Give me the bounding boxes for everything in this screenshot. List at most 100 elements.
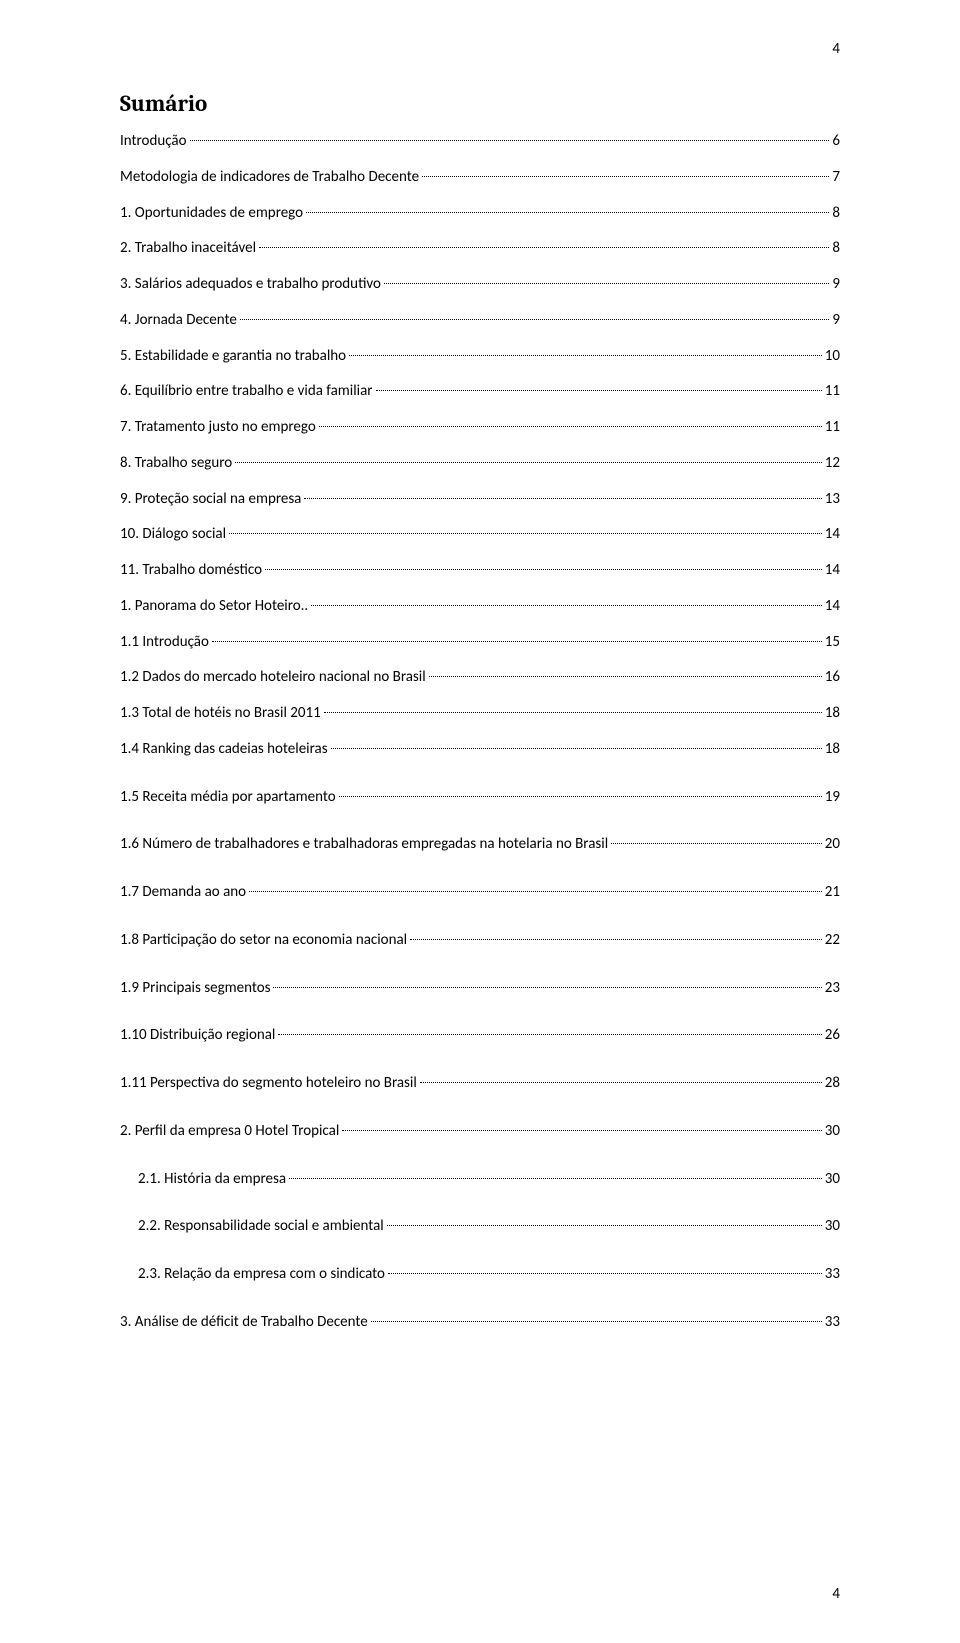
toc-entry-label: 1. Oportunidades de emprego [120,203,303,225]
toc-entry-page: 33 [825,1312,840,1334]
toc-entry-page: 21 [825,882,840,904]
toc-entry-label: 2.2. Responsabilidade social e ambiental [138,1216,384,1238]
toc-entry-label: 9. Proteção social na empresa [120,489,301,511]
toc-leader-dots [273,987,821,988]
toc-entry-page: 8 [832,203,840,225]
toc-title: Sumário [120,90,840,117]
toc-entry: 2.3. Relação da empresa com o sindicato … [120,1264,840,1286]
toc-entry-page: 10 [825,346,840,368]
toc-leader-dots [349,355,822,356]
toc-leader-dots [304,498,821,499]
toc-entry-page: 11 [825,381,840,403]
toc-entry: 7. Tratamento justo no emprego 11 [120,417,840,439]
toc-entry-page: 18 [825,703,840,725]
toc-entry-label: 1.3 Total de hotéis no Brasil 2011 [120,703,321,725]
toc-entry: 1.8 Participação do setor na economia na… [120,930,840,952]
toc-entry-label: Introdução [120,131,187,153]
toc-entry-label: 1.8 Participação do setor na economia na… [120,930,407,952]
toc-entry-page: 12 [825,453,840,475]
toc-entry-page: 14 [825,596,840,618]
toc-entry: 1.5 Receita média por apartamento 19 [120,787,840,809]
toc-leader-dots [384,283,829,284]
toc-entry-label: 2. Perfil da empresa 0 Hotel Tropical [120,1121,339,1143]
toc-entry-page: 19 [825,787,840,809]
toc-entry-page: 9 [832,310,840,332]
toc-leader-dots [410,939,822,940]
toc-leader-dots [229,533,822,534]
toc-entry-page: 30 [825,1121,840,1143]
toc-entry: 1. Panorama do Setor Hoteiro.. 14 [120,596,840,618]
page-number-top: 4 [832,40,840,58]
toc-entry-label: 8. Trabalho seguro [120,453,232,475]
toc-entry-label: 3. Salários adequados e trabalho produti… [120,274,381,296]
toc-leader-dots [331,748,822,749]
toc-entry-page: 18 [825,739,840,761]
toc-leader-dots [289,1178,822,1179]
toc-entry: 1.7 Demanda ao ano 21 [120,882,840,904]
toc-entry: 5. Estabilidade e garantia no trabalho 1… [120,346,840,368]
toc-leader-dots [420,1082,822,1083]
toc-entry-page: 14 [825,524,840,546]
toc-entry-page: 22 [825,930,840,952]
toc-entry-label: 1.11 Perspectiva do segmento hoteleiro n… [120,1073,417,1095]
toc-entry-page: 11 [825,417,840,439]
toc-entry-label: 1.1 Introdução [120,632,209,654]
toc-entry-page: 26 [825,1025,840,1047]
toc-leader-dots [422,176,829,177]
toc-entry: 1.10 Distribuição regional 26 [120,1025,840,1047]
toc-leader-dots [235,462,822,463]
toc-entry: 2.1. História da empresa 30 [120,1169,840,1191]
toc-entry-label: 2.3. Relação da empresa com o sindicato [138,1264,385,1286]
toc-entry: 1.6 Número de trabalhadores e trabalhado… [120,834,840,856]
toc-entry: 1. Oportunidades de emprego 8 [120,203,840,225]
toc-entry-label: 1.10 Distribuição regional [120,1025,275,1047]
toc-leader-dots [611,843,822,844]
toc-entry-page: 28 [825,1073,840,1095]
toc-entry-page: 6 [832,131,840,153]
toc-entry-page: 9 [832,274,840,296]
toc-entry: 8. Trabalho seguro 12 [120,453,840,475]
toc-entry-label: Metodologia de indicadores de Trabalho D… [120,167,419,189]
toc-entry-page: 30 [825,1169,840,1191]
toc-entry: 2. Perfil da empresa 0 Hotel Tropical 30 [120,1121,840,1143]
toc-entry-label: 1. Panorama do Setor Hoteiro.. [120,596,308,618]
toc-entry: 1.1 Introdução 15 [120,632,840,654]
toc-leader-dots [339,796,822,797]
toc-leader-dots [249,891,822,892]
toc-entry: 1.2 Dados do mercado hoteleiro nacional … [120,667,840,689]
toc-container: Introdução 6 Metodologia de indicadores d… [120,131,840,1334]
toc-leader-dots [371,1321,822,1322]
page-number-bottom: 4 [832,1585,840,1603]
toc-entry-page: 15 [825,632,840,654]
toc-entry: 2.2. Responsabilidade social e ambiental… [120,1216,840,1238]
toc-entry-label: 7. Tratamento justo no emprego [120,417,316,439]
toc-entry-label: 1.6 Número de trabalhadores e trabalhado… [120,834,608,856]
toc-entry: 3. Salários adequados e trabalho produti… [120,274,840,296]
toc-leader-dots [190,140,830,141]
toc-entry: 1.11 Perspectiva do segmento hoteleiro n… [120,1073,840,1095]
toc-entry-label: 1.4 Ranking das cadeias hoteleiras [120,739,328,761]
toc-entry-label: 4. Jornada Decente [120,310,237,332]
toc-entry-page: 30 [825,1216,840,1238]
toc-leader-dots [388,1273,822,1274]
toc-entry-label: 6. Equilíbrio entre trabalho e vida fami… [120,381,373,403]
toc-entry: 1.9 Principais segmentos 23 [120,978,840,1000]
toc-entry-label: 10. Diálogo social [120,524,226,546]
document-page: 4 Sumário Introdução 6 Metodologia de ind… [0,0,960,1643]
toc-entry: 1.4 Ranking das cadeias hoteleiras 18 [120,739,840,761]
toc-leader-dots [429,676,822,677]
toc-entry-label: 2. Trabalho inaceitável [120,238,256,260]
toc-entry: 1.3 Total de hotéis no Brasil 2011 18 [120,703,840,725]
toc-entry: 9. Proteção social na empresa 13 [120,489,840,511]
toc-entry-page: 13 [825,489,840,511]
toc-entry-label: 5. Estabilidade e garantia no trabalho [120,346,346,368]
toc-leader-dots [212,641,822,642]
toc-entry-label: 1.9 Principais segmentos [120,978,270,1000]
toc-entry-page: 7 [832,167,840,189]
toc-entry: 6. Equilíbrio entre trabalho e vida fami… [120,381,840,403]
toc-leader-dots [311,605,822,606]
toc-leader-dots [324,712,822,713]
toc-entry-label: 1.7 Demanda ao ano [120,882,246,904]
toc-entry: 11. Trabalho doméstico 14 [120,560,840,582]
toc-entry: 2. Trabalho inaceitável 8 [120,238,840,260]
